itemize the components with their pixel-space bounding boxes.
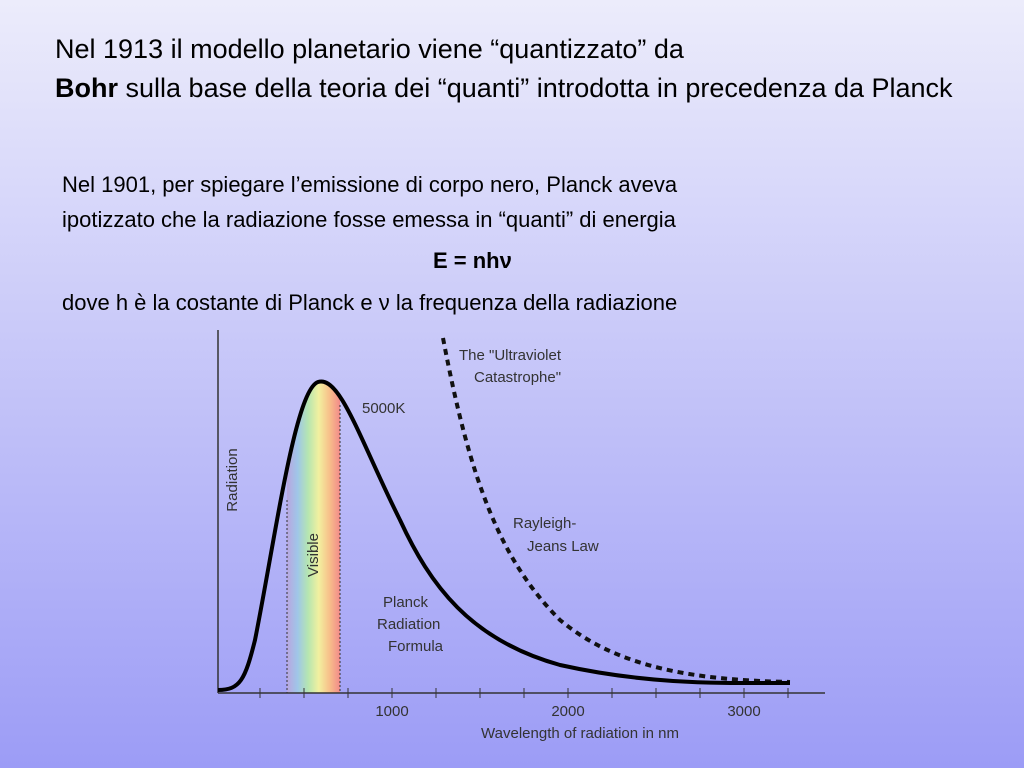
- x-tick-label: 1000: [375, 703, 408, 720]
- rayleigh-jeans-curve: [441, 337, 791, 684]
- uv-label: Catastrophe": [474, 369, 561, 386]
- title-text: Nel 1913 il modello planetario viene “qu…: [55, 34, 684, 64]
- x-tick-label: 3000: [727, 703, 760, 720]
- planck-curve: [217, 379, 791, 692]
- y-axis-label: Radiation: [224, 448, 241, 511]
- intro-line: ipotizzato che la radiazione fosse emess…: [62, 207, 676, 232]
- x-tick-label: 2000: [551, 703, 584, 720]
- intro-line: Nel 1901, per spiegare l’emissione di co…: [62, 172, 678, 197]
- temperature-label: 5000K: [362, 400, 405, 417]
- visible-label: Visible: [305, 533, 322, 577]
- title-bold: Bohr: [55, 73, 118, 103]
- title-text: sulla base della teoria dei “quanti” int…: [125, 73, 953, 103]
- planck-label: Formula: [388, 638, 444, 655]
- equation: E = nhν: [433, 248, 512, 273]
- planck-label: Radiation: [377, 616, 440, 633]
- x-ticks: [259, 688, 789, 698]
- x-axis-label: Wavelength of radiation in nm: [481, 725, 679, 742]
- visible-band: [287, 381, 340, 693]
- planck-label: Planck: [383, 594, 429, 611]
- uv-label: The "Ultraviolet: [459, 347, 562, 364]
- rj-label: Rayleigh-: [513, 515, 576, 532]
- explanation: dove h è la costante di Planck e ν la fr…: [62, 290, 678, 315]
- rj-label: Jeans Law: [527, 538, 599, 555]
- slide-title: Nel 1913 il modello planetario viene “qu…: [55, 30, 955, 108]
